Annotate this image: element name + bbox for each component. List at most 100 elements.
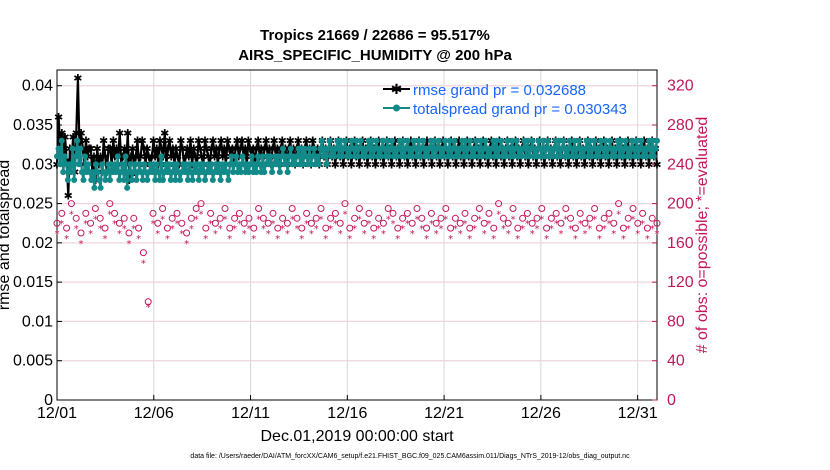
spread-point	[149, 169, 156, 176]
rmse-point: ✱	[244, 135, 253, 148]
obs-evaluated-point: *	[578, 219, 583, 230]
rmse-point: ✱	[265, 143, 274, 156]
obs-evaluated-point: *	[477, 214, 482, 225]
obs-possible-point	[144, 298, 152, 306]
spread-point	[549, 153, 556, 160]
spread-point	[261, 169, 268, 176]
spread-point	[543, 145, 550, 152]
obs-possible-point	[168, 214, 176, 222]
obs-possible-point	[77, 229, 85, 237]
spread-point	[565, 153, 572, 160]
obs-possible-point	[384, 204, 392, 212]
spread-point	[513, 137, 520, 144]
spread-point	[309, 153, 316, 160]
spread-point	[144, 177, 151, 183]
obs-evaluated-point: *	[544, 234, 549, 245]
spread-point	[621, 145, 628, 152]
obs-possible-point	[466, 224, 474, 232]
obs-possible-point	[370, 224, 378, 232]
spread-point	[590, 145, 597, 152]
obs-evaluated-point: *	[453, 224, 458, 235]
obs-possible-point	[106, 200, 114, 208]
rmse-point: ✱	[60, 131, 69, 144]
obs-evaluated-point: *	[530, 229, 535, 240]
rmse-point: ✱	[588, 158, 597, 171]
obs-evaluated-point: *	[554, 219, 559, 230]
obs-evaluated-point: *	[295, 224, 300, 235]
x-tick-label: 12/06	[134, 405, 174, 422]
rmse-point: ✱	[115, 127, 124, 140]
y-tick-label: 0	[44, 392, 53, 409]
obs-evaluated-point: *	[59, 219, 64, 230]
spread-point	[354, 153, 361, 160]
obs-evaluated-point: *	[487, 219, 492, 230]
y-right-tick-label: 200	[667, 196, 694, 213]
spread-point	[529, 137, 536, 144]
spread-point	[124, 184, 131, 191]
spread-point	[99, 161, 106, 168]
obs-possible-point	[399, 214, 407, 222]
obs-possible-point	[639, 209, 647, 217]
spread-point	[314, 153, 321, 160]
y-tick-label: 0.01	[22, 313, 53, 330]
spread-point	[415, 137, 422, 144]
obs-evaluated-point: *	[645, 234, 650, 245]
rmse-point: ✱	[109, 135, 118, 148]
obs-possible-point	[101, 224, 109, 232]
obs-evaluated-point: *	[357, 214, 362, 225]
spread-point	[181, 169, 188, 176]
spread-point	[256, 161, 263, 168]
spread-point	[54, 153, 60, 160]
obs-evaluated-point: *	[280, 224, 285, 235]
rmse-point: ✱	[225, 143, 234, 156]
rmse-point: ✱	[64, 190, 73, 203]
obs-possible-point	[139, 249, 147, 257]
rmse-point: ✱	[112, 143, 121, 156]
rmse-point: ✱	[596, 158, 605, 171]
rmse-point: ✱	[252, 143, 261, 156]
spread-point	[376, 145, 383, 152]
spread-point	[259, 153, 266, 160]
rmse-point: ✱	[144, 150, 153, 163]
obs-possible-point	[533, 214, 541, 222]
spread-point	[292, 161, 299, 168]
obs-evaluated-point: *	[146, 303, 151, 314]
spread-point	[588, 153, 595, 160]
spread-point	[502, 153, 509, 160]
spread-point	[385, 153, 392, 160]
obs-possible-point	[288, 204, 296, 212]
spread-point	[619, 153, 626, 160]
obs-possible-point	[557, 219, 565, 227]
rmse-point: ✱	[196, 143, 205, 156]
spread-point	[174, 161, 180, 168]
obs-possible-point	[216, 214, 224, 222]
spread-point	[92, 161, 99, 168]
spread-point	[311, 145, 318, 152]
obs-possible-point	[600, 214, 608, 222]
obs-evaluated-point: *	[621, 234, 626, 245]
spread-point	[106, 177, 113, 183]
y-right-tick-label: 240	[667, 156, 694, 173]
spread-point	[378, 153, 385, 160]
obs-possible-point	[591, 204, 599, 212]
obs-possible-point	[586, 214, 594, 222]
obs-possible-point	[154, 219, 162, 227]
chart-title: Tropics 21669 / 22686 = 95.517%	[260, 27, 490, 44]
spread-point	[481, 145, 488, 152]
spread-point	[342, 137, 349, 144]
rmse-point: ✱	[253, 135, 262, 148]
obs-possible-point	[643, 224, 651, 232]
obs-possible-point	[63, 224, 71, 232]
obs-evaluated-point: *	[549, 224, 554, 235]
obs-evaluated-point: *	[347, 234, 352, 245]
rmse-point: ✱	[556, 158, 565, 171]
spread-point	[202, 177, 209, 183]
y-tick-label: 0.02	[22, 235, 53, 252]
spread-point	[77, 145, 84, 152]
rmse-point: ✱	[197, 150, 206, 163]
obs-evaluated-point: *	[165, 234, 170, 245]
spread-point	[139, 177, 146, 183]
obs-possible-point	[375, 214, 383, 222]
obs-evaluated-point: *	[131, 224, 136, 235]
spread-point	[602, 137, 609, 144]
